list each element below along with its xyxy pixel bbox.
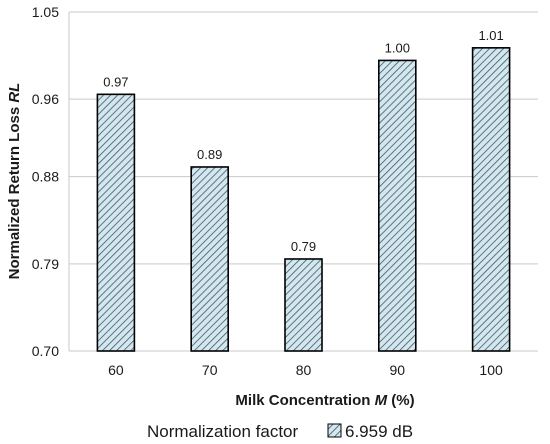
bar: [190, 166, 229, 352]
data-label: 1.00: [385, 40, 410, 55]
y-tick-label: 0.79: [32, 256, 59, 272]
y-tick-label: 0.96: [32, 91, 59, 107]
bar: [377, 59, 417, 352]
x-axis-title: Milk Concentration M (%): [235, 392, 414, 409]
x-tick-label: 80: [296, 362, 312, 378]
bar: [471, 47, 511, 352]
legend: Normalization factor 6.959 dB: [147, 422, 413, 441]
legend-swatch: [327, 423, 342, 438]
axis-ticks: 0.70 0.79 0.88 0.96 1.05 60 70 80 90 100: [32, 4, 503, 378]
y-axis-title: Normalized Return Loss RL: [6, 83, 23, 280]
data-label: 0.97: [103, 74, 128, 89]
y-axis-variable: RL: [6, 83, 23, 103]
bar: [284, 258, 323, 352]
x-tick-label: 100: [479, 362, 503, 378]
data-label: 0.79: [291, 239, 316, 254]
y-tick-label: 1.05: [32, 4, 59, 20]
legend-title: Normalization factor: [147, 422, 299, 441]
x-tick-label: 70: [202, 362, 218, 378]
x-tick-label: 90: [390, 362, 406, 378]
x-axis-variable: M: [375, 392, 388, 409]
data-labels: 0.97 0.89 0.79 1.00 1.01: [103, 28, 504, 254]
data-label: 0.89: [197, 147, 222, 162]
data-label: 1.01: [478, 28, 503, 43]
y-tick-label: 0.70: [32, 343, 59, 359]
x-tick-label: 60: [108, 362, 124, 378]
bars: [96, 47, 511, 352]
y-tick-label: 0.88: [32, 169, 59, 185]
legend-entry: 6.959 dB: [345, 422, 413, 441]
bar: [96, 93, 136, 352]
